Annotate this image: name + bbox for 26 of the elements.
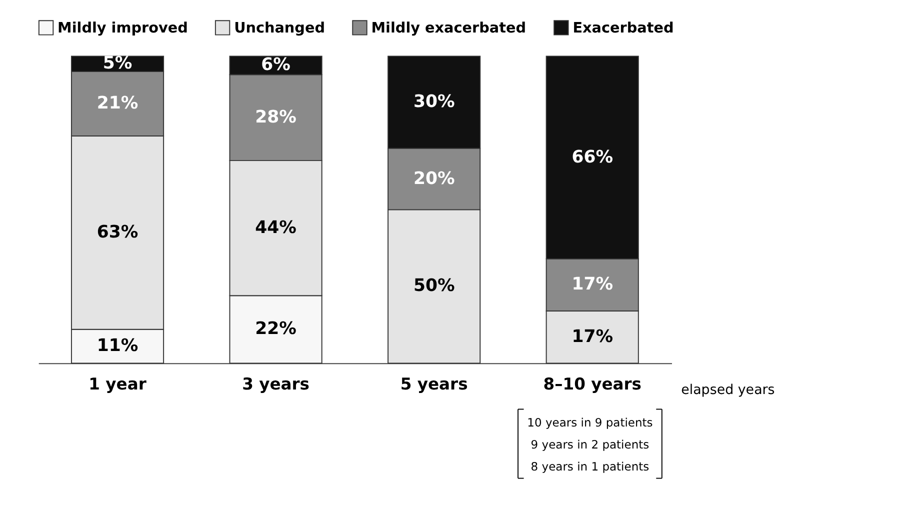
text: 10 years in 9 patients <box>527 415 653 430</box>
legend-label: Mildly improved <box>58 20 188 36</box>
x-tick-label: 1 year <box>88 374 146 394</box>
data-label: 63% <box>96 222 138 243</box>
x-tick-label: 5 years <box>400 374 468 394</box>
data-label: 11% <box>96 336 138 356</box>
data-label: 21% <box>96 94 138 114</box>
text: 9 years in 2 patients <box>530 438 650 452</box>
data-label: 30% <box>413 92 455 112</box>
x-tick-label: 8–10 years <box>543 374 642 394</box>
data-label: 44% <box>255 218 296 238</box>
data-label: 17% <box>572 274 614 295</box>
x-tick-label: 3 years <box>242 374 310 394</box>
data-label: 50% <box>413 276 455 296</box>
legend-label: Unchanged <box>234 20 326 36</box>
data-label: 28% <box>255 107 296 128</box>
legend-label: Exacerbated <box>572 20 674 36</box>
text: 8 years in 1 patients <box>530 460 650 474</box>
data-label: 20% <box>413 168 455 189</box>
text: elapsed years <box>681 382 775 398</box>
data-label: 17% <box>572 326 614 347</box>
legend-label: Mildly exacerbated <box>371 20 526 36</box>
data-label: 22% <box>255 319 296 340</box>
data-label: 66% <box>572 147 614 168</box>
data-label: 5% <box>102 54 132 74</box>
data-label: 6% <box>261 55 290 76</box>
